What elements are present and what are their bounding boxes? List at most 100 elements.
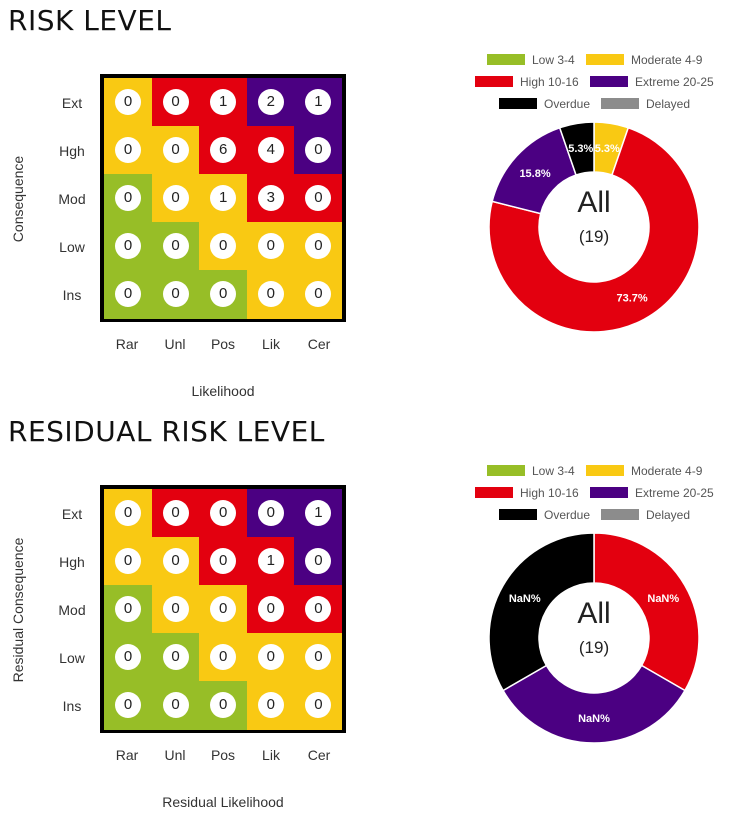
matrix-cell[interactable]: 0 — [294, 174, 343, 223]
matrix-cell[interactable]: 0 — [151, 222, 200, 271]
legend-high[interactable]: High 10-16 — [475, 486, 579, 500]
matrix-cell[interactable]: 1 — [199, 78, 248, 127]
cell-count: 0 — [305, 281, 332, 307]
section-title: RESIDUAL RISK LEVEL — [8, 415, 325, 448]
matrix-cell[interactable]: 0 — [294, 681, 343, 730]
cell-count: 1 — [305, 500, 332, 526]
cell-count: 0 — [162, 185, 189, 211]
cell-count: 0 — [305, 233, 332, 259]
matrix-cell[interactable]: 0 — [104, 126, 153, 175]
x-axis-label: Likelihood — [191, 383, 255, 399]
matrix-cell[interactable]: 0 — [104, 585, 153, 634]
matrix-cell[interactable]: 0 — [294, 585, 343, 634]
y-axis-label: Consequence — [10, 155, 26, 243]
matrix-cell[interactable]: 0 — [199, 489, 248, 538]
cell-count: 0 — [210, 281, 237, 307]
risk-level-section: RISK LEVEL Consequence Ext Hgh Mod Low I… — [0, 0, 746, 410]
legend-delayed[interactable]: Delayed — [601, 508, 690, 522]
donut-slice-overdue[interactable] — [488, 532, 595, 692]
legend-overdue[interactable]: Overdue — [499, 508, 590, 522]
matrix-cell[interactable]: 0 — [151, 126, 200, 175]
legend-moderate[interactable]: Moderate 4-9 — [586, 464, 702, 478]
matrix-cell[interactable]: 0 — [246, 681, 295, 730]
legend-extreme[interactable]: Extreme 20-25 — [590, 486, 714, 500]
matrix-cell[interactable]: 0 — [104, 681, 153, 730]
cell-count: 0 — [257, 692, 284, 718]
col-label: Lik — [262, 336, 280, 352]
cell-count: 0 — [162, 548, 189, 574]
matrix-cell[interactable]: 0 — [151, 489, 200, 538]
residual-risk-level-section: RESIDUAL RISK LEVEL Residual Consequence… — [0, 411, 746, 821]
matrix-cell[interactable]: 0 — [151, 270, 200, 319]
matrix-cell[interactable]: 0 — [199, 222, 248, 271]
cell-count: 0 — [115, 281, 141, 307]
legend-low[interactable]: Low 3-4 — [487, 464, 575, 478]
cell-count: 0 — [305, 644, 332, 670]
matrix-cell[interactable]: 0 — [199, 585, 248, 634]
cell-count: 0 — [257, 596, 284, 622]
matrix-cell[interactable]: 0 — [104, 78, 153, 127]
donut-slice-high[interactable] — [488, 126, 700, 333]
matrix-cell[interactable]: 0 — [104, 174, 153, 223]
matrix-cell[interactable]: 1 — [294, 78, 343, 127]
y-axis-label: Residual Consequence — [10, 537, 26, 683]
matrix-cell[interactable]: 0 — [294, 537, 343, 586]
cell-count: 0 — [162, 281, 189, 307]
matrix-cell[interactable]: 0 — [294, 222, 343, 271]
matrix-cell[interactable]: 2 — [246, 78, 295, 127]
matrix-cell[interactable]: 0 — [199, 681, 248, 730]
matrix-cell[interactable]: 0 — [294, 126, 343, 175]
matrix-cell[interactable]: 0 — [246, 270, 295, 319]
row-label: Mod — [58, 602, 86, 618]
matrix-cell[interactable]: 0 — [151, 537, 200, 586]
cell-count: 0 — [115, 500, 141, 526]
matrix-cell[interactable]: 0 — [246, 222, 295, 271]
col-label: Rar — [115, 747, 139, 763]
cell-count: 0 — [115, 185, 141, 211]
matrix-cell[interactable]: 1 — [294, 489, 343, 538]
matrix-cell[interactable]: 0 — [151, 585, 200, 634]
matrix-cell[interactable]: 0 — [151, 78, 200, 127]
matrix-cell[interactable]: 0 — [199, 537, 248, 586]
legend-high[interactable]: High 10-16 — [475, 75, 579, 89]
matrix-cell[interactable]: 3 — [246, 174, 295, 223]
matrix-cell[interactable]: 0 — [294, 270, 343, 319]
matrix-cell[interactable]: 4 — [246, 126, 295, 175]
matrix-cell[interactable]: 0 — [246, 585, 295, 634]
matrix-cell[interactable]: 0 — [104, 537, 153, 586]
matrix-cell[interactable]: 0 — [246, 633, 295, 682]
matrix-cell[interactable]: 1 — [246, 537, 295, 586]
donut-chart: 5.3% 73.7% 15.8% 5.3% — [488, 121, 700, 333]
matrix-cell[interactable]: 0 — [199, 633, 248, 682]
matrix-cell[interactable]: 1 — [199, 174, 248, 223]
matrix-cell[interactable]: 0 — [151, 633, 200, 682]
matrix-cell[interactable]: 0 — [104, 489, 153, 538]
legend-overdue[interactable]: Overdue — [499, 97, 590, 111]
donut-slice-high[interactable] — [593, 532, 700, 692]
donut-slice-overdue[interactable] — [558, 121, 595, 176]
matrix-cell[interactable]: 0 — [104, 222, 153, 271]
cell-count: 0 — [210, 548, 237, 574]
legend-low[interactable]: Low 3-4 — [487, 53, 575, 67]
cell-count: 0 — [115, 644, 141, 670]
donut-slice-label: 5.3% — [568, 143, 593, 155]
cell-count: 0 — [162, 233, 189, 259]
matrix-cell[interactable]: 6 — [199, 126, 248, 175]
legend-moderate[interactable]: Moderate 4-9 — [586, 53, 702, 67]
legend-extreme[interactable]: Extreme 20-25 — [590, 75, 714, 89]
cell-count: 0 — [115, 692, 141, 718]
matrix-cell[interactable]: 0 — [151, 174, 200, 223]
matrix-cell[interactable]: 0 — [104, 633, 153, 682]
legend-delayed[interactable]: Delayed — [601, 97, 690, 111]
matrix-cell[interactable]: 0 — [104, 270, 153, 319]
cell-count: 0 — [162, 137, 189, 163]
matrix-cell[interactable]: 0 — [294, 633, 343, 682]
matrix-cell[interactable]: 0 — [199, 270, 248, 319]
donut-slice-label: NaN% — [647, 593, 679, 605]
matrix-cell[interactable]: 0 — [151, 681, 200, 730]
donut-slice-extreme[interactable] — [502, 664, 686, 744]
row-label: Low — [59, 650, 85, 666]
matrix-cell[interactable]: 0 — [246, 489, 295, 538]
cell-count: 0 — [210, 692, 237, 718]
